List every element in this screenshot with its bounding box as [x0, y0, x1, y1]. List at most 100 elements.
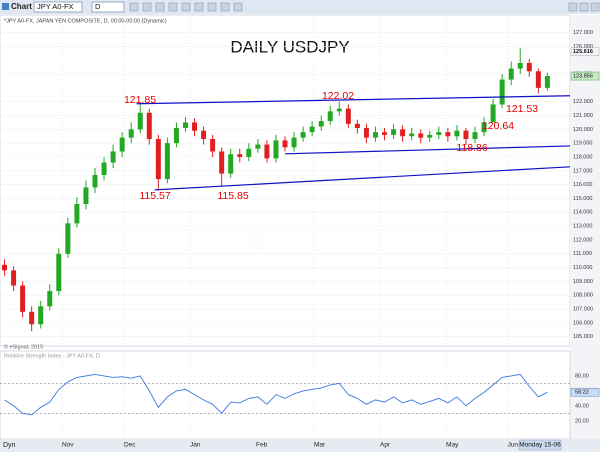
window-button[interactable] [579, 2, 589, 12]
indicator-pane [0, 350, 571, 440]
candle-body [2, 264, 8, 271]
price-marker-box [570, 47, 600, 56]
x-tick-label: Jan [190, 442, 201, 449]
y-tick-label: 120.000 [573, 127, 593, 133]
window-button[interactable] [590, 2, 600, 12]
y-tick-label: 117.000 [573, 168, 592, 174]
y-tick-label: 106.000 [573, 320, 593, 326]
candle-body [38, 306, 44, 325]
y-tick-label: 111.000 [573, 251, 592, 257]
candle-body [255, 144, 261, 149]
y-tick-label: 80.00 [575, 373, 589, 379]
candle-body [363, 127, 369, 138]
candle-body [481, 122, 487, 133]
annotation: 120.64 [482, 120, 514, 132]
annotation: 122.02 [322, 90, 354, 102]
tool-button[interactable] [220, 2, 230, 12]
symbol-box[interactable] [33, 1, 83, 13]
x-tick-label: Nov [62, 442, 74, 449]
x-tick-label: Dec [124, 442, 136, 449]
candle-body [246, 148, 252, 157]
candle-body [92, 174, 98, 188]
candle-body [291, 137, 297, 148]
price-marker: 125.616 [573, 49, 593, 55]
tool-button[interactable] [194, 2, 204, 12]
candle-body [336, 108, 342, 112]
y-tick-label: 126.000 [573, 44, 593, 50]
interval: D [95, 2, 101, 11]
y-tick-label: 113.000 [573, 224, 592, 230]
indicator-line [4, 373, 548, 416]
candle-body [544, 76, 550, 88]
y-tick-label: 119.000 [573, 141, 592, 147]
candle-body [372, 132, 378, 138]
window-title: Chart [11, 2, 32, 11]
tool-button[interactable] [155, 2, 165, 12]
y-tick-label: 115.000 [573, 196, 592, 202]
tool-button[interactable] [181, 2, 191, 12]
tool-button[interactable] [142, 2, 152, 12]
candle-body [210, 139, 216, 152]
y-tick-label: 121.000 [573, 113, 593, 119]
mode-label: Dyn [3, 442, 16, 449]
chart-subtitle: *JPY A0-FX, JAPAN YEN COMPOSITE, D, 00:0… [4, 18, 167, 24]
interval-box[interactable] [91, 1, 125, 13]
candle-body [508, 68, 514, 80]
candle-body [418, 133, 424, 138]
candle-body [65, 223, 71, 254]
chart-title: DAILY USDJPY [230, 37, 349, 56]
x-tick-label: Jun [508, 442, 519, 449]
tool-button[interactable] [233, 2, 243, 12]
y-tick-label: 110.000 [573, 265, 592, 271]
cursor-date: Monday 15-06 [519, 442, 561, 449]
y-tick-label: 108.000 [573, 293, 593, 299]
candle-body [427, 134, 433, 138]
trendline [154, 166, 571, 191]
candle-body [173, 127, 179, 144]
last-price: 123.856 [573, 74, 593, 80]
y-tick-label: 122.000 [573, 99, 593, 105]
last-price-box [570, 71, 600, 81]
last-value: 58.22 [575, 390, 589, 396]
y-tick-label: 116.000 [573, 182, 592, 188]
annotation: 121.85 [124, 94, 156, 106]
y-tick-label: 112.000 [573, 237, 592, 243]
candle-body [445, 132, 451, 137]
x-tick-label: Mar [314, 442, 326, 449]
candle-body [228, 154, 234, 174]
candle-body [201, 130, 207, 140]
candle-body [101, 162, 107, 175]
candle-body [237, 154, 243, 157]
candle-body [182, 122, 188, 128]
window-button[interactable] [568, 2, 578, 12]
y-tick-label: 114.000 [573, 210, 592, 216]
tool-button[interactable] [129, 2, 139, 12]
candle-body [192, 122, 198, 131]
tool-button[interactable] [168, 2, 178, 12]
symbol: JPY A0-FX [37, 2, 74, 11]
indicator-title: Relative Strength Index - JPY A0-FX, D [4, 353, 100, 359]
candle-body [20, 285, 26, 312]
annotation: 118.86 [456, 142, 487, 154]
candle-body [110, 151, 116, 163]
candle-body [155, 139, 161, 180]
candle-body [56, 253, 62, 292]
time-axis [0, 439, 600, 452]
candle-body [29, 311, 35, 325]
candle-body [83, 187, 89, 204]
candle-body [382, 132, 388, 135]
candle-body [409, 133, 415, 137]
tool-button[interactable] [207, 2, 217, 12]
x-tick-label: Feb [256, 442, 268, 449]
y-tick-label: 109.000 [573, 279, 593, 285]
candle-body [137, 112, 143, 130]
y-tick-label: 20.00 [575, 418, 589, 424]
candle-body [345, 108, 351, 124]
candle-body [273, 140, 279, 159]
y-tick-label: 107.000 [573, 307, 593, 313]
x-tick-label: Apr [380, 442, 391, 449]
candle-body [318, 121, 324, 127]
candle-body [490, 104, 496, 123]
